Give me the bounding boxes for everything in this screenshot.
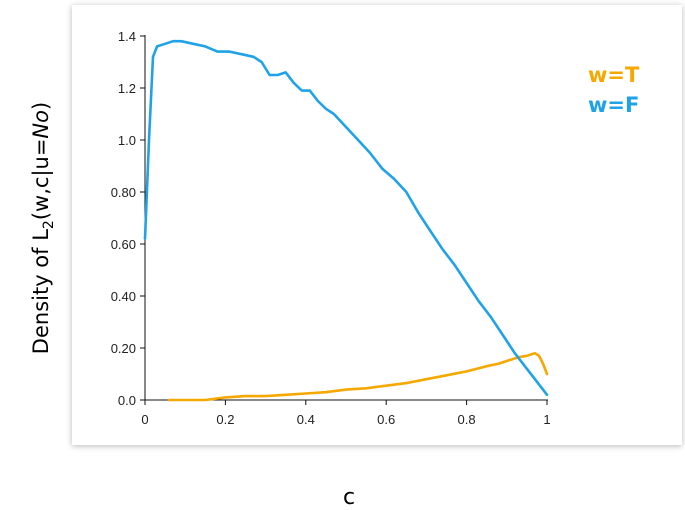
y-axis-label-close: )	[29, 102, 53, 110]
y-axis-label: Density of L2(w,c|u=No)	[29, 102, 57, 354]
legend-entry: w=T	[588, 63, 640, 87]
y-ticks: 0.0 0.20 0.40 0.60 0.80 1.0 1.2 1.4	[111, 29, 145, 408]
legend: w=T w=F	[588, 63, 640, 117]
x-tick-label: 0.4	[297, 412, 315, 427]
y-tick-label: 1.2	[118, 81, 136, 96]
x-axis-label: c	[343, 485, 355, 510]
series-line-wt	[167, 351, 549, 402]
x-tick-label: 0.2	[216, 412, 234, 427]
axes	[144, 35, 548, 401]
y-tick-label: 1.0	[118, 133, 136, 148]
y-axis-label-prefix: Density of L	[29, 229, 53, 354]
y-tick-label: 0.60	[111, 237, 136, 252]
series-line-wf	[143, 39, 549, 397]
y-tick-label: 1.4	[118, 29, 136, 44]
y-tick-label: 0.20	[111, 341, 136, 356]
legend-entry: w=F	[588, 93, 639, 117]
y-tick-label: 0.80	[111, 185, 136, 200]
plot-card	[72, 5, 682, 445]
y-tick-label: 0.0	[118, 393, 136, 408]
x-tick-label: 0.6	[377, 412, 395, 427]
y-axis-label-italic: No	[29, 110, 53, 139]
y-axis-label-open: (w,c|u=	[29, 139, 54, 221]
x-tick-label: 0	[141, 412, 148, 427]
y-tick-label: 0.40	[111, 289, 136, 304]
x-ticks: 0 0.2 0.4 0.6 0.8 1	[141, 400, 551, 427]
x-tick-label: 1	[543, 412, 550, 427]
x-tick-label: 0.8	[458, 412, 476, 427]
series-lines	[143, 39, 549, 402]
y-axis-label-subscript: 2	[41, 220, 57, 229]
